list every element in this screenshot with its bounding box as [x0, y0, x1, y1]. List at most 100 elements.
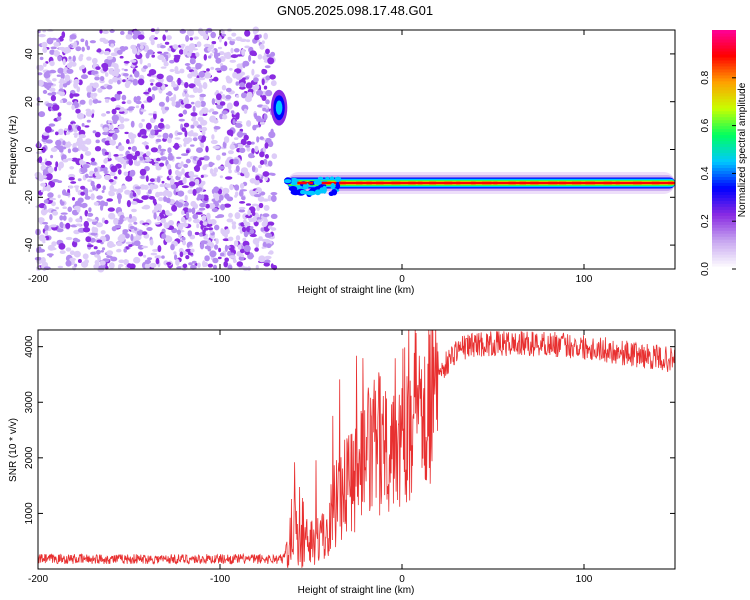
noise-speck: [233, 158, 239, 165]
noise-speck: [144, 263, 151, 269]
noise-speck: [190, 124, 195, 129]
noise-speck: [254, 145, 259, 153]
noise-speck: [170, 183, 177, 190]
noise-speck: [93, 201, 99, 206]
colorbar-step: [712, 257, 736, 261]
noise-speck: [130, 44, 136, 50]
noise-speck: [151, 54, 155, 58]
noise-speck: [104, 157, 109, 162]
noise-speck: [191, 260, 197, 264]
noise-speck: [57, 145, 64, 151]
noise-speck: [97, 87, 103, 93]
noise-speck: [45, 160, 52, 166]
noise-speck: [218, 36, 222, 43]
noise-speck: [256, 89, 263, 96]
noise-speck: [137, 151, 140, 157]
noise-speck: [43, 204, 47, 211]
noise-speck: [241, 196, 246, 201]
carrier-speck: [335, 181, 341, 190]
noise-speck: [59, 199, 63, 205]
noise-speck: [264, 142, 269, 149]
noise-speck: [168, 133, 173, 139]
spectrogram-image: [34, 26, 675, 273]
noise-speck: [248, 153, 255, 159]
noise-speck: [212, 257, 219, 264]
colorbar-axes: 0.0 0.2 0.4 0.6 0.8: [700, 70, 736, 276]
noise-speck: [92, 98, 99, 104]
noise-speck: [51, 179, 60, 183]
noise-speck: [220, 65, 228, 72]
noise-speck: [119, 123, 125, 130]
noise-speck: [139, 57, 143, 65]
y-tick-label: 3000: [24, 391, 35, 414]
noise-speck: [183, 97, 190, 105]
noise-speck: [184, 82, 189, 89]
noise-speck: [96, 239, 103, 243]
noise-speck: [94, 74, 100, 77]
colorbar-step: [712, 245, 736, 249]
noise-speck: [80, 191, 85, 196]
noise-speck: [57, 265, 64, 269]
noise-speck: [221, 84, 227, 91]
noise-speck: [262, 171, 270, 177]
noise-speck: [190, 144, 195, 147]
noise-speck: [235, 120, 243, 124]
noise-speck: [93, 246, 98, 250]
noise-speck: [77, 178, 82, 182]
noise-speck: [86, 244, 94, 248]
noise-speck: [244, 29, 251, 37]
noise-speck: [110, 256, 118, 262]
noise-speck: [270, 80, 277, 87]
colorbar-step: [712, 233, 736, 237]
noise-speck: [263, 32, 269, 40]
noise-speck: [242, 77, 246, 81]
colorbar-step: [712, 170, 736, 174]
noise-speck: [213, 186, 220, 192]
noise-speck: [255, 242, 259, 249]
colorbar-step: [712, 83, 736, 88]
noise-speck: [183, 142, 187, 147]
carrier-peak: [308, 181, 313, 185]
noise-speck: [168, 175, 173, 179]
noise-speck: [264, 232, 272, 238]
noise-speck: [191, 118, 196, 122]
noise-speck: [239, 183, 245, 189]
colorbar-step: [712, 239, 736, 243]
noise-speck: [178, 247, 184, 254]
colorbar-step: [712, 146, 736, 151]
noise-speck: [211, 49, 215, 53]
noise-speck: [241, 48, 246, 56]
noise-speck: [242, 213, 248, 220]
noise-speck: [235, 73, 243, 79]
colorbar-step: [712, 110, 736, 115]
noise-speck: [208, 161, 214, 168]
noise-speck: [149, 262, 157, 268]
noise-speck: [149, 178, 155, 183]
noise-speck: [68, 44, 73, 48]
noise-speck: [269, 74, 276, 80]
colorbar-step: [712, 224, 736, 228]
noise-speck: [102, 131, 109, 136]
noise-speck: [133, 240, 141, 247]
noise-speck: [156, 43, 161, 49]
y-tick-label: -40: [24, 237, 35, 252]
colorbar-tick-label: 0.8: [700, 70, 711, 84]
noise-speck: [219, 175, 223, 179]
noise-speck: [43, 71, 50, 79]
noise-speck: [78, 134, 87, 139]
noise-speck: [234, 191, 239, 197]
noise-speck: [37, 72, 43, 76]
noise-speck: [149, 239, 154, 246]
noise-speck: [102, 30, 109, 34]
noise-speck: [164, 106, 170, 111]
colorbar-step: [712, 227, 736, 231]
noise-speck: [50, 37, 58, 41]
noise-speck: [258, 34, 262, 39]
noise-speck: [57, 67, 64, 74]
noise-speck: [207, 263, 213, 268]
noise-speck: [56, 74, 62, 77]
noise-speck: [209, 250, 217, 258]
noise-speck: [50, 46, 57, 50]
y-tick-label: 40: [24, 48, 35, 60]
noise-speck: [188, 252, 194, 256]
